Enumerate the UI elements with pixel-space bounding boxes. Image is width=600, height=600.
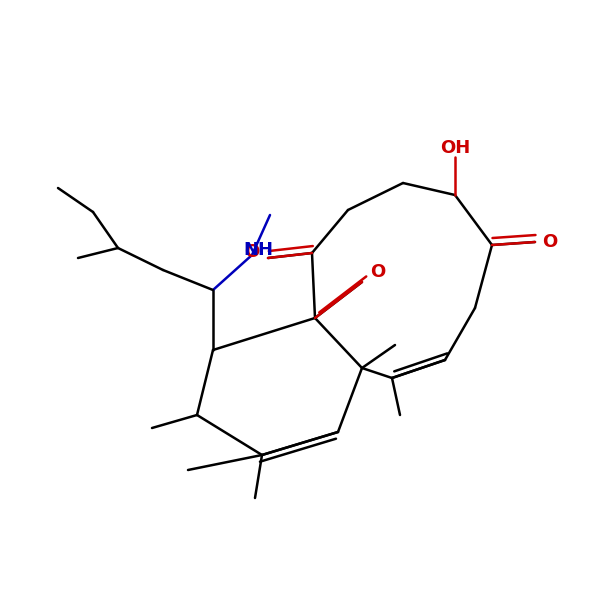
Text: O: O [370, 263, 386, 281]
Text: O: O [542, 233, 557, 251]
Text: OH: OH [440, 139, 470, 157]
Text: O: O [244, 243, 260, 261]
Text: NH: NH [243, 241, 273, 259]
